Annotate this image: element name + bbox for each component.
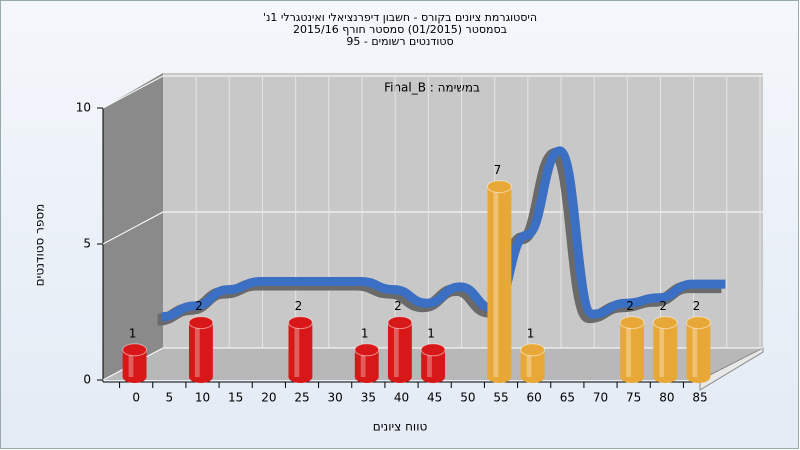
- x-tick-label: 60: [527, 391, 542, 405]
- y-tick-label: 0: [83, 373, 91, 387]
- bar-cap: [520, 343, 546, 357]
- x-tick-label: 10: [195, 391, 210, 405]
- x-axis-label: טווח ציונים: [373, 420, 428, 434]
- bar-cap: [287, 316, 313, 330]
- chart-title: בסמסטר (01/2015) סמסטר חורף 2015/16: [293, 23, 507, 36]
- data-label: 1: [129, 326, 137, 340]
- bar-base: [653, 371, 678, 383]
- data-label: 2: [626, 299, 634, 313]
- chart-title: סטודנטים רשומים - 95: [346, 35, 453, 48]
- bar-shine: [427, 349, 432, 377]
- x-tick-label: 35: [361, 391, 376, 405]
- grid-line: [102, 211, 164, 245]
- grid-line: [102, 75, 164, 109]
- y-axis-label: מספר סטודנטים: [33, 204, 47, 287]
- bar: [288, 322, 313, 377]
- x-tick-label: 50: [460, 391, 475, 405]
- bar-base: [387, 371, 412, 383]
- x-tick-label: 45: [427, 391, 442, 405]
- bar-cap: [354, 343, 380, 357]
- bar-shine: [294, 322, 300, 377]
- bar-base: [487, 371, 512, 383]
- bar: [520, 349, 545, 377]
- bar-cap: [685, 316, 711, 330]
- x-tick-label: 70: [593, 391, 608, 405]
- x-tick-label: 15: [228, 391, 243, 405]
- data-label: 2: [295, 299, 303, 313]
- x-tick-label: 25: [294, 391, 309, 405]
- bar-base: [620, 371, 645, 383]
- bar: [653, 322, 678, 377]
- bar-shine: [128, 349, 134, 377]
- bar: [188, 322, 213, 377]
- bar-base: [122, 371, 147, 383]
- bar-shine: [393, 322, 399, 377]
- bar-cap: [486, 180, 512, 194]
- back-wall: [163, 73, 763, 348]
- x-tick-label: 80: [659, 391, 674, 405]
- bar-shine: [692, 322, 698, 377]
- bar-cap: [652, 316, 678, 330]
- x-tick-label: 5: [166, 391, 174, 405]
- x-tick-label: 30: [328, 391, 343, 405]
- data-label: 2: [693, 299, 701, 313]
- x-tick-label: 55: [493, 391, 508, 405]
- bar-shine: [194, 322, 200, 377]
- x-tick-label: 40: [394, 391, 409, 405]
- bar-shine: [360, 349, 366, 377]
- x-tick-label: 0: [132, 391, 140, 405]
- bar-base: [520, 371, 545, 383]
- y-tick-label: 5: [83, 237, 91, 251]
- bar-cap: [122, 343, 148, 357]
- x-tick-label: 65: [560, 391, 575, 405]
- floor-edge: [699, 347, 764, 391]
- y-tick-label: 10: [76, 101, 91, 115]
- data-label: 2: [394, 299, 402, 313]
- data-label: 7: [494, 163, 502, 177]
- data-label: 1: [361, 326, 369, 340]
- left-wall: [103, 73, 163, 380]
- bar-base: [288, 371, 313, 383]
- bar: [487, 186, 512, 377]
- trend-ribbon: [161, 146, 726, 322]
- bar-cap: [420, 343, 446, 357]
- x-tick-label: 85: [692, 391, 707, 405]
- bar-shine: [493, 186, 499, 377]
- bar-base: [686, 371, 711, 383]
- bar: [387, 322, 412, 377]
- bar: [421, 349, 446, 377]
- bar: [354, 349, 379, 377]
- bar-cap: [188, 316, 214, 330]
- bar-shine: [659, 322, 665, 377]
- bar-base: [421, 371, 446, 383]
- annotation: במשימה : Final_B: [384, 81, 480, 95]
- data-label: 2: [195, 299, 203, 313]
- title-block: היסטוגרמת ציונים בקורס - חשבון דיפרנציאל…: [263, 11, 537, 48]
- bar-cap: [387, 316, 413, 330]
- x-tick-label: 75: [626, 391, 641, 405]
- data-label: 2: [659, 299, 667, 313]
- x-tick-label: 20: [261, 391, 276, 405]
- chart-title: היסטוגרמת ציונים בקורס - חשבון דיפרנציאל…: [263, 11, 537, 24]
- bar-shine: [526, 349, 532, 377]
- data-label: 1: [527, 326, 535, 340]
- bar: [620, 322, 645, 377]
- bar-base: [188, 371, 213, 383]
- bar-base: [354, 371, 379, 383]
- bar-cap: [619, 316, 645, 330]
- bar: [122, 349, 147, 377]
- bar-shine: [626, 322, 631, 377]
- bar: [686, 322, 711, 377]
- data-label: 1: [427, 326, 435, 340]
